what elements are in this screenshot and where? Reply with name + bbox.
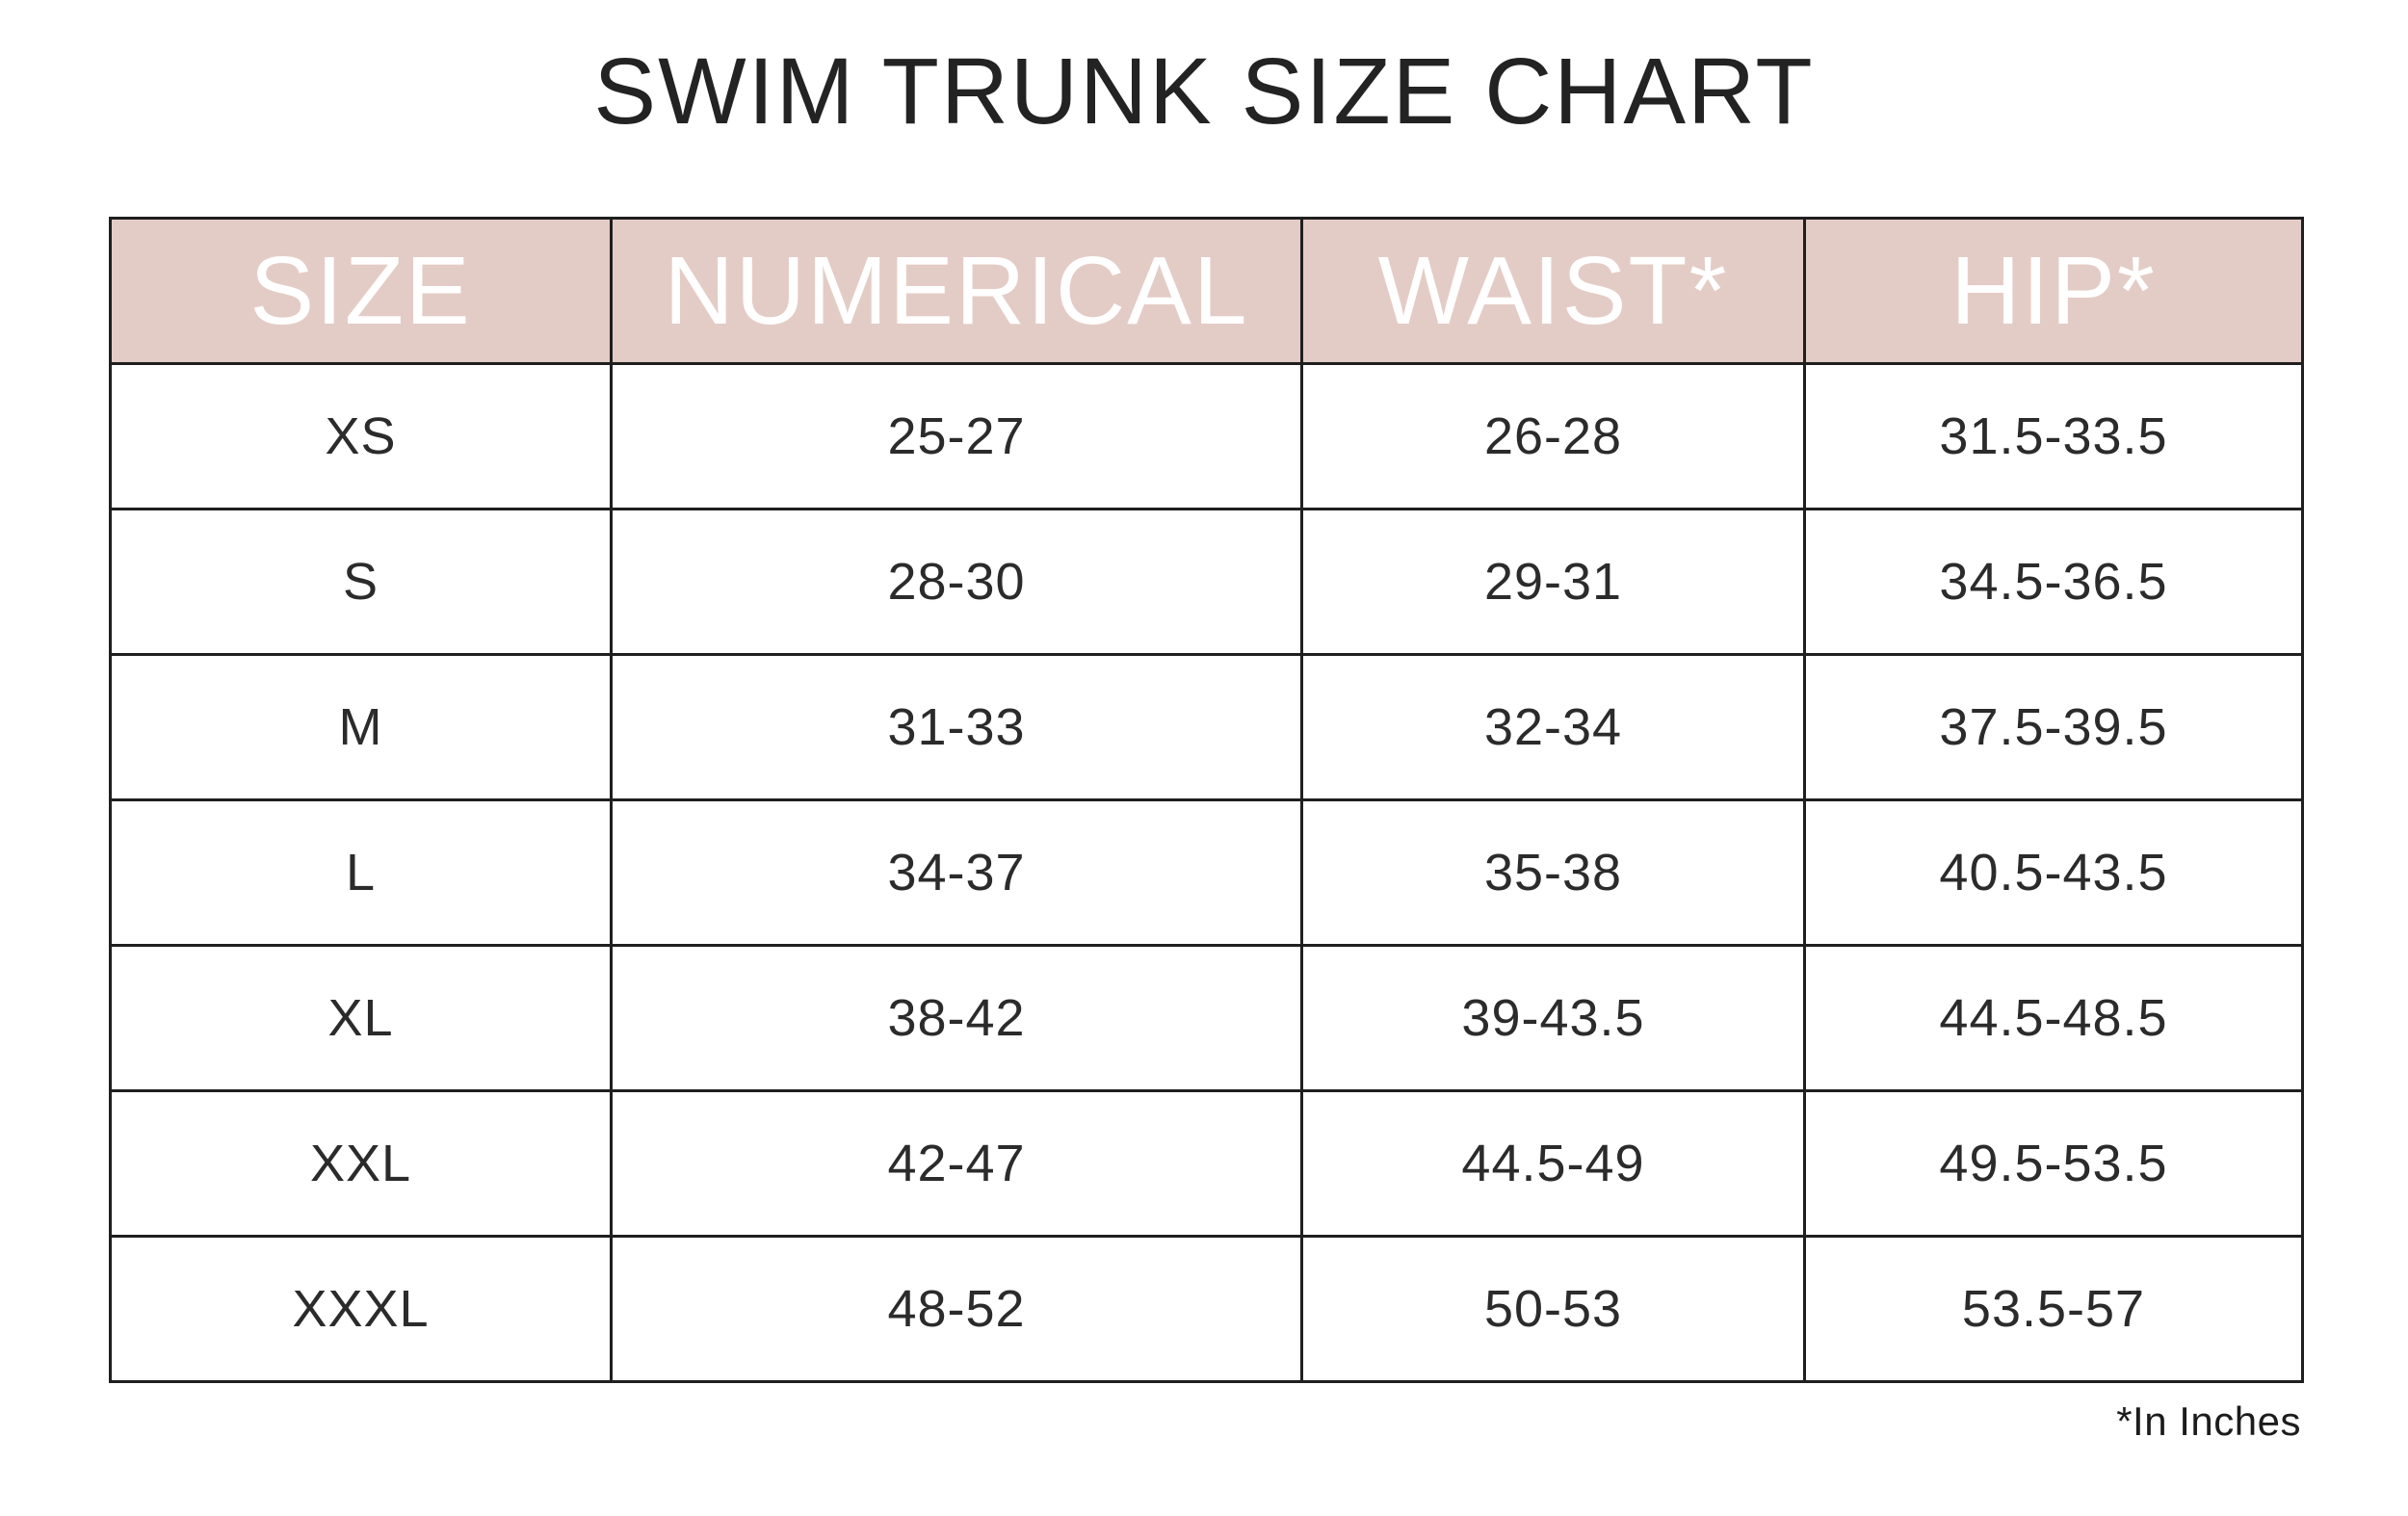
size-cell: L	[109, 798, 613, 947]
table-row-xs: XS 25-27 26-28 31.5-33.5	[109, 362, 2304, 510]
hip-cell: 37.5-39.5	[1803, 653, 2304, 801]
numerical-cell: 34-37	[610, 798, 1303, 947]
hip-cell: 49.5-53.5	[1803, 1089, 2304, 1238]
hip-cell: 40.5-43.5	[1803, 798, 2304, 947]
size-cell: XL	[109, 944, 613, 1092]
column-header-numerical: NUMERICAL	[610, 217, 1303, 365]
size-cell: S	[109, 508, 613, 656]
waist-cell: 44.5-49	[1300, 1089, 1806, 1238]
numerical-cell: 42-47	[610, 1089, 1303, 1238]
waist-cell: 39-43.5	[1300, 944, 1806, 1092]
units-footnote: *In Inches	[2116, 1398, 2301, 1444]
hip-cell: 31.5-33.5	[1803, 362, 2304, 510]
numerical-cell: 25-27	[610, 362, 1303, 510]
hip-cell: 53.5-57	[1803, 1235, 2304, 1383]
waist-cell: 50-53	[1300, 1235, 1806, 1383]
size-chart-table-container: SIZE NUMERICAL WAIST* HIP* XS 25-27 26-2…	[109, 217, 2304, 1383]
numerical-cell: 31-33	[610, 653, 1303, 801]
column-header-waist: WAIST*	[1300, 217, 1806, 365]
column-header-size: SIZE	[109, 217, 613, 365]
numerical-cell: 38-42	[610, 944, 1303, 1092]
page-title: SWIM TRUNK SIZE CHART	[593, 39, 1815, 144]
numerical-cell: 28-30	[610, 508, 1303, 656]
table-header: SIZE NUMERICAL WAIST* HIP*	[109, 217, 2304, 365]
table-row-xxl: XXL 42-47 44.5-49 49.5-53.5	[109, 1089, 2304, 1238]
size-cell: XXXL	[109, 1235, 613, 1383]
size-cell: XS	[109, 362, 613, 510]
numerical-cell: 48-52	[610, 1235, 1303, 1383]
table-row-l: L 34-37 35-38 40.5-43.5	[109, 798, 2304, 947]
table-row-s: S 28-30 29-31 34.5-36.5	[109, 508, 2304, 656]
size-cell: XXL	[109, 1089, 613, 1238]
waist-cell: 35-38	[1300, 798, 1806, 947]
size-cell: M	[109, 653, 613, 801]
waist-cell: 32-34	[1300, 653, 1806, 801]
hip-cell: 34.5-36.5	[1803, 508, 2304, 656]
column-header-hip: HIP*	[1803, 217, 2304, 365]
size-chart-table: SIZE NUMERICAL WAIST* HIP* XS 25-27 26-2…	[109, 217, 2304, 1383]
table-row-xxxl: XXXL 48-52 50-53 53.5-57	[109, 1235, 2304, 1383]
hip-cell: 44.5-48.5	[1803, 944, 2304, 1092]
waist-cell: 29-31	[1300, 508, 1806, 656]
table-body: XS 25-27 26-28 31.5-33.5 S 28-30 29-31 3…	[109, 362, 2304, 1383]
waist-cell: 26-28	[1300, 362, 1806, 510]
table-row-m: M 31-33 32-34 37.5-39.5	[109, 653, 2304, 801]
table-header-row: SIZE NUMERICAL WAIST* HIP*	[109, 217, 2304, 365]
table-row-xl: XL 38-42 39-43.5 44.5-48.5	[109, 944, 2304, 1092]
